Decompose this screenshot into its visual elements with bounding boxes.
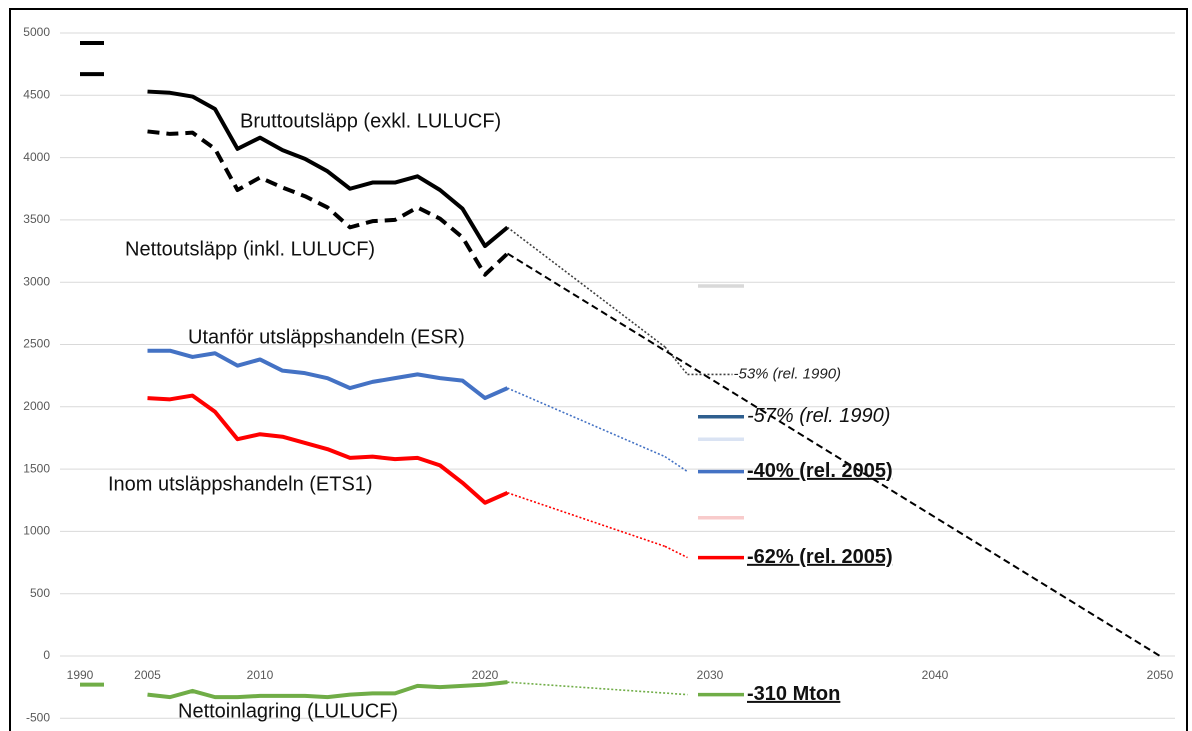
- series-label: Bruttoutsläpp (exkl. LULUCF): [240, 110, 501, 132]
- x-tick-label: 2020: [472, 668, 499, 682]
- x-tick-label: 2030: [697, 668, 724, 682]
- x-tick-label: 2050: [1147, 668, 1174, 682]
- projection-segment: [664, 545, 688, 559]
- x-tick-label: 2010: [247, 668, 274, 682]
- y-tick-label: 2500: [23, 337, 50, 351]
- series-line: [147, 348, 509, 401]
- series-line: [147, 393, 509, 505]
- projection-segment: [507, 387, 666, 458]
- chart-frame: [9, 8, 1188, 731]
- end-label: -53% (rel. 1990): [734, 365, 842, 382]
- projection-segment: [664, 455, 688, 473]
- plot: [80, 40, 1161, 700]
- series-line: [147, 680, 508, 700]
- grid: [60, 32, 1175, 719]
- y-tick-label: 1000: [23, 524, 50, 538]
- series-label: Utanför utsläppshandeln (ESR): [188, 326, 465, 348]
- y-tick-label: 1500: [23, 461, 50, 475]
- y-tick-label: 500: [30, 586, 50, 600]
- series-line: [147, 89, 509, 249]
- y-tick-label: 4500: [23, 87, 50, 101]
- y-tick-label: 5000: [23, 25, 50, 39]
- projection-segment: [664, 346, 689, 375]
- target-label: -40% (rel. 2005): [747, 460, 893, 482]
- y-tick-label: 0: [43, 648, 50, 662]
- labels: -500 0 500 1000 1500 2000 2500 3000 3500 4000 4500…: [23, 25, 1173, 724]
- target-label: -57% (rel. 1990): [747, 405, 890, 427]
- x-tick-label: 2040: [922, 668, 949, 682]
- series-label: Inom utsläppshandeln (ETS1): [108, 473, 373, 495]
- series-line: [147, 129, 509, 277]
- series-label: Nettoutsläpp (inkl. LULUCF): [125, 238, 375, 260]
- y-tick-label: 3000: [23, 274, 50, 288]
- x-tick-label: 1990: [67, 668, 94, 682]
- x-tick-label: 2005: [134, 668, 161, 682]
- y-tick-label: -500: [26, 710, 50, 724]
- target-label: -62% (rel. 2005): [747, 546, 893, 568]
- projection-segment: [506, 252, 1161, 657]
- y-tick-label: 4000: [23, 150, 50, 164]
- y-tick-label: 3500: [23, 212, 50, 226]
- projection-segment: [507, 226, 666, 348]
- series-label: Nettoinlagring (LULUCF): [178, 700, 398, 722]
- target-label: -310 Mton: [747, 683, 840, 705]
- y-tick-label: 2000: [23, 399, 50, 413]
